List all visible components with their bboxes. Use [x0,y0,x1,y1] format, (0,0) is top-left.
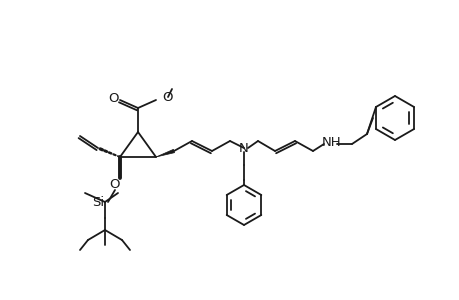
Text: O: O [110,178,120,191]
Polygon shape [156,149,174,157]
Text: Si: Si [92,196,104,208]
Text: O: O [108,92,119,104]
Text: O: O [162,91,172,103]
Text: N: N [239,142,248,154]
Text: NH: NH [321,136,341,148]
